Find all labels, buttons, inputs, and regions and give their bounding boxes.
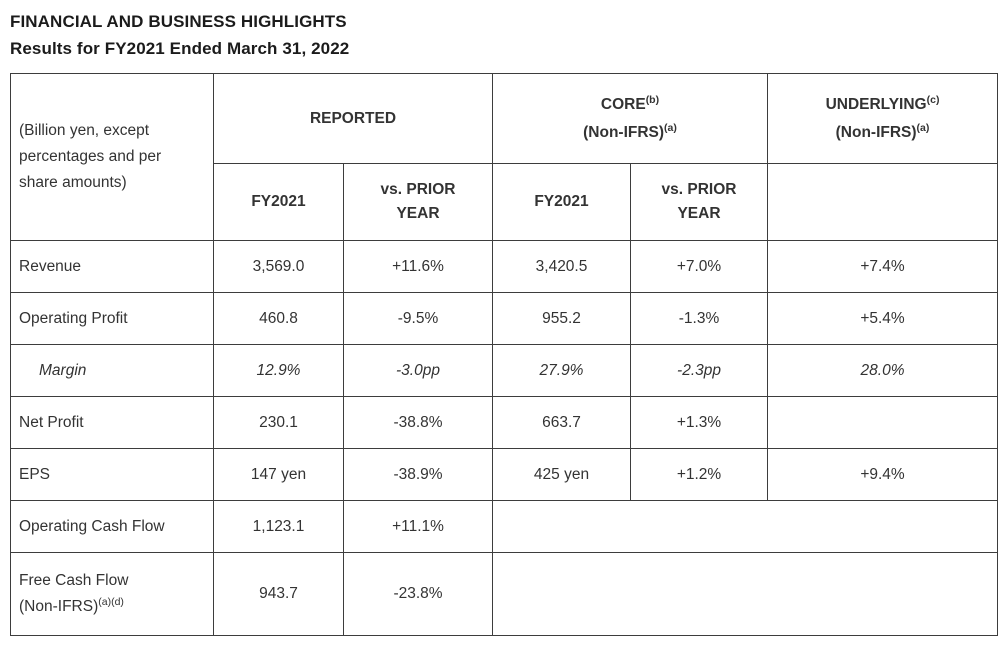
header-row-subcolumns: FY2021 vs. PRIOR YEAR FY2021 vs. PRIOR Y… <box>11 163 999 241</box>
free-cash-flow-label-line1: Free Cash Flow <box>19 572 129 589</box>
table-row-net-profit: Net Profit 230.1 -38.8% 663.7 +1.3% <box>10 396 999 449</box>
margin-reported-vs-prior: -3.0pp <box>343 344 493 397</box>
core-vs-prior-year-header-label: vs. PRIOR YEAR <box>661 181 737 222</box>
free-cash-flow-merged-empty <box>491 552 999 636</box>
revenue-core-vs-prior: +7.0% <box>629 240 769 293</box>
column-group-underlying: UNDERLYING(c) (Non-IFRS)(a) <box>767 73 999 164</box>
margin-reported-fy2021: 12.9% <box>213 344 344 397</box>
operating-profit-core-vs-prior: -1.3% <box>629 292 769 345</box>
core-vs-prior-year-header: vs. PRIOR YEAR <box>629 163 769 241</box>
page-subtitle: Results for FY2021 Ended March 31, 2022 <box>10 39 350 58</box>
net-profit-reported-vs-prior: -38.8% <box>343 396 493 449</box>
row-label: Operating Cash Flow <box>10 500 214 553</box>
eps-core-vs-prior: +1.2% <box>629 448 769 501</box>
operating-profit-reported-vs-prior: -9.5% <box>343 292 493 345</box>
page-title: FINANCIAL AND BUSINESS HIGHLIGHTS <box>10 12 347 31</box>
row-label: Operating Profit <box>10 292 214 345</box>
table-row-operating-profit: Operating Profit 460.8 -9.5% 955.2 -1.3%… <box>10 292 999 345</box>
core-fy2021-header: FY2021 <box>492 163 631 241</box>
core-nonifrs-footnote-sup: (a) <box>664 121 677 134</box>
table-row-revenue: Revenue 3,569.0 +11.6% 3,420.5 +7.0% +7.… <box>10 240 999 293</box>
eps-underlying: +9.4% <box>767 448 999 501</box>
margin-core-fy2021: 27.9% <box>492 344 631 397</box>
free-cash-flow-reported-fy2021: 943.7 <box>213 552 344 636</box>
reported-vs-prior-year-header: vs. PRIOR YEAR <box>343 163 493 241</box>
underlying-subheader-empty <box>767 163 999 241</box>
column-group-reported: REPORTED <box>213 73 493 164</box>
operating-cash-flow-reported-fy2021: 1,123.1 <box>213 500 344 553</box>
row-label: Net Profit <box>10 396 214 449</box>
eps-reported-fy2021: 147 yen <box>213 448 344 501</box>
free-cash-flow-label-line2: (Non-IFRS)(a)(d) <box>19 595 124 615</box>
title-block: FINANCIAL AND BUSINESS HIGHLIGHTS Result… <box>10 8 997 62</box>
reported-vs-prior-year-header-label: vs. PRIOR YEAR <box>380 181 456 222</box>
row-label: Revenue <box>10 240 214 293</box>
operating-profit-reported-fy2021: 460.8 <box>213 292 344 345</box>
underlying-group-sublabel: (Non-IFRS)(a) <box>835 121 930 141</box>
core-group-label: CORE(b) <box>600 93 660 113</box>
revenue-underlying: +7.4% <box>767 240 999 293</box>
net-profit-core-vs-prior: +1.3% <box>629 396 769 449</box>
eps-reported-vs-prior: -38.9% <box>343 448 493 501</box>
reported-fy2021-header-label: FY2021 <box>251 193 306 210</box>
row-label: EPS <box>10 448 214 501</box>
table-row-free-cash-flow: Free Cash Flow (Non-IFRS)(a)(d) 943.7 -2… <box>10 552 999 636</box>
operating-cash-flow-reported-vs-prior: +11.1% <box>343 500 493 553</box>
reported-fy2021-header: FY2021 <box>213 163 344 241</box>
financial-highlights-table: (Billion yen, except percentages and per… <box>10 73 999 636</box>
core-footnote-sup: (b) <box>645 93 660 106</box>
free-cash-flow-reported-vs-prior: -23.8% <box>343 552 493 636</box>
operating-profit-core-fy2021: 955.2 <box>492 292 631 345</box>
net-profit-reported-fy2021: 230.1 <box>213 396 344 449</box>
reported-group-label: REPORTED <box>309 109 397 127</box>
eps-core-fy2021: 425 yen <box>492 448 631 501</box>
underlying-footnote-sup: (c) <box>926 93 940 106</box>
core-fy2021-header-label: FY2021 <box>534 193 589 210</box>
column-group-core: CORE(b) (Non-IFRS)(a) <box>491 73 769 164</box>
core-group-sublabel: (Non-IFRS)(a) <box>583 121 677 141</box>
revenue-core-fy2021: 3,420.5 <box>492 240 631 293</box>
underlying-group-label: UNDERLYING(c) <box>825 93 940 113</box>
net-profit-core-fy2021: 663.7 <box>492 396 631 449</box>
revenue-reported-vs-prior: +11.6% <box>343 240 493 293</box>
row-label: Free Cash Flow (Non-IFRS)(a)(d) <box>10 552 214 636</box>
table-row-operating-cash-flow: Operating Cash Flow 1,123.1 +11.1% <box>10 500 999 553</box>
free-cash-flow-footnote-sup: (a)(d) <box>98 595 124 608</box>
net-profit-underlying-empty <box>767 396 999 449</box>
margin-core-vs-prior: -2.3pp <box>629 344 769 397</box>
table-row-eps: EPS 147 yen -38.9% 425 yen +1.2% +9.4% <box>10 448 999 501</box>
header-row-groups: (Billion yen, except percentages and per… <box>10 73 999 241</box>
margin-underlying: 28.0% <box>767 344 999 397</box>
table-row-margin: Margin 12.9% -3.0pp 27.9% -2.3pp 28.0% <box>10 344 999 397</box>
unit-note-cell: (Billion yen, except percentages and per… <box>10 73 214 241</box>
operating-cash-flow-merged-empty <box>491 500 999 553</box>
row-label: Margin <box>10 344 214 397</box>
operating-profit-underlying: +5.4% <box>767 292 999 345</box>
revenue-reported-fy2021: 3,569.0 <box>213 240 344 293</box>
underlying-nonifrs-footnote-sup: (a) <box>916 121 930 134</box>
